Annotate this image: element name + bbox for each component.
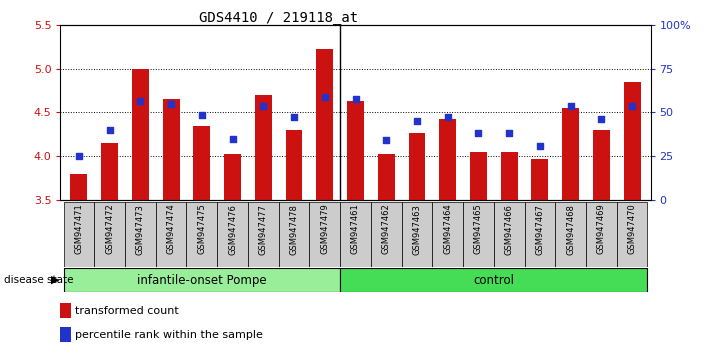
Point	[196, 112, 208, 118]
Bar	[470, 152, 487, 200]
Text: GDS4410 / 219118_at: GDS4410 / 219118_at	[199, 11, 358, 25]
Bar	[555, 202, 586, 267]
Text: GSM947467: GSM947467	[535, 204, 545, 255]
Text: GSM947468: GSM947468	[566, 204, 575, 255]
Text: GSM947471: GSM947471	[75, 204, 83, 255]
Bar	[286, 130, 302, 200]
Bar	[562, 108, 579, 200]
Bar	[501, 152, 518, 200]
Bar	[402, 202, 432, 267]
Text: GSM947472: GSM947472	[105, 204, 114, 255]
Point	[565, 103, 577, 109]
Bar	[193, 126, 210, 200]
Text: GSM947474: GSM947474	[166, 204, 176, 255]
Text: disease state: disease state	[4, 275, 73, 285]
Text: GSM947469: GSM947469	[597, 204, 606, 255]
Point	[227, 136, 238, 142]
Text: GSM947479: GSM947479	[320, 204, 329, 255]
Bar	[279, 202, 309, 267]
Bar	[316, 49, 333, 200]
Bar	[624, 82, 641, 200]
Bar	[525, 202, 555, 267]
Bar	[95, 202, 125, 267]
Bar	[60, 303, 71, 318]
Point	[289, 114, 300, 120]
Text: GSM947462: GSM947462	[382, 204, 391, 255]
Point	[134, 98, 146, 104]
Bar	[409, 132, 425, 200]
Point	[257, 103, 269, 109]
Text: GSM947466: GSM947466	[505, 204, 513, 255]
Bar	[593, 130, 610, 200]
Bar	[163, 99, 180, 200]
Bar	[586, 202, 616, 267]
Bar	[156, 202, 186, 267]
Bar	[125, 202, 156, 267]
Bar	[63, 202, 95, 267]
Text: GSM947477: GSM947477	[259, 204, 268, 255]
Point	[411, 118, 422, 124]
Text: percentile rank within the sample: percentile rank within the sample	[75, 330, 263, 340]
Point	[473, 130, 484, 135]
Bar	[255, 95, 272, 200]
Text: GSM947473: GSM947473	[136, 204, 145, 255]
Point	[503, 130, 515, 135]
Text: GSM947461: GSM947461	[351, 204, 360, 255]
Bar	[70, 174, 87, 200]
Bar	[340, 202, 371, 267]
Text: ▶: ▶	[50, 275, 59, 285]
Text: infantile-onset Pompe: infantile-onset Pompe	[137, 274, 267, 286]
Bar	[248, 202, 279, 267]
Bar	[439, 119, 456, 200]
Bar	[616, 202, 648, 267]
Point	[319, 94, 331, 99]
Bar	[432, 202, 463, 267]
Text: GSM947478: GSM947478	[289, 204, 299, 255]
Text: transformed count: transformed count	[75, 306, 179, 316]
Bar	[60, 327, 71, 342]
Point	[380, 138, 392, 143]
Bar	[378, 154, 395, 200]
Text: GSM947463: GSM947463	[412, 204, 422, 255]
Point	[596, 116, 607, 122]
Bar	[531, 159, 548, 200]
Bar	[309, 202, 340, 267]
Text: GSM947475: GSM947475	[198, 204, 206, 255]
Point	[626, 103, 638, 109]
Point	[166, 101, 177, 107]
Point	[534, 143, 545, 149]
Bar	[463, 202, 494, 267]
Point	[350, 96, 361, 102]
Point	[73, 153, 85, 159]
Point	[442, 114, 454, 120]
Bar	[217, 202, 248, 267]
Text: GSM947470: GSM947470	[628, 204, 636, 255]
Bar	[340, 268, 648, 292]
Point	[104, 127, 115, 133]
Text: GSM947465: GSM947465	[474, 204, 483, 255]
Bar	[186, 202, 217, 267]
Bar	[63, 268, 340, 292]
Bar	[224, 154, 241, 200]
Text: GSM947476: GSM947476	[228, 204, 237, 255]
Bar	[494, 202, 525, 267]
Text: GSM947464: GSM947464	[443, 204, 452, 255]
Bar	[132, 69, 149, 200]
Bar	[101, 143, 118, 200]
Text: control: control	[474, 274, 514, 286]
Bar	[371, 202, 402, 267]
Bar	[347, 101, 364, 200]
